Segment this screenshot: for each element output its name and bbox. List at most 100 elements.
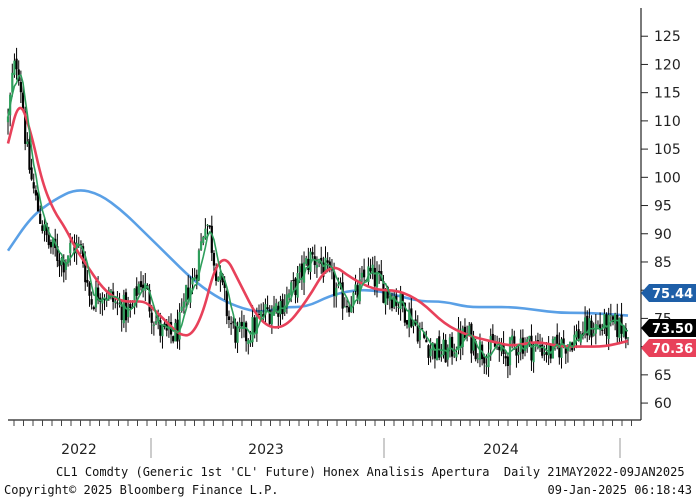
candle-body: [575, 331, 578, 338]
candle-body: [127, 306, 130, 317]
candle-body: [227, 316, 231, 321]
candle-body: [51, 238, 55, 247]
candle-body: [60, 258, 63, 265]
candle-body: [405, 320, 409, 325]
candle-body: [614, 313, 617, 324]
candle-body: [393, 296, 396, 307]
candle-body: [545, 352, 548, 355]
candle-body: [348, 307, 351, 313]
x-year-label-2024: 2024: [483, 442, 519, 458]
candle-body: [62, 259, 65, 273]
candle-body: [335, 287, 338, 297]
y-tick-label-100: 100: [654, 170, 681, 186]
candle-body: [352, 292, 355, 306]
candle-body: [543, 352, 546, 354]
candle-body: [30, 167, 33, 180]
candle-body: [470, 323, 473, 354]
candle-body: [603, 313, 606, 329]
candle-body: [332, 271, 336, 296]
candle-body: [459, 330, 462, 348]
candle-body: [28, 138, 31, 170]
candle-body: [290, 282, 293, 296]
last-value-tags: 75.44 73.50 70.36: [641, 284, 696, 357]
timestamp-text: 09-Jan-2025 06:18:43: [548, 483, 693, 497]
candle-body: [354, 284, 357, 291]
candle-body: [573, 334, 576, 348]
candle-body: [257, 313, 261, 315]
candle-body: [453, 354, 456, 356]
candle-body: [457, 328, 460, 351]
candle-body: [504, 356, 507, 359]
candle-body: [343, 306, 346, 308]
candle-body: [300, 263, 304, 280]
candle-body: [440, 354, 443, 357]
candle-body: [247, 339, 250, 345]
candle-body: [64, 262, 68, 270]
candle-body: [266, 307, 269, 310]
candle-body: [367, 266, 370, 283]
candle-body: [240, 321, 243, 327]
candle-body: [223, 280, 226, 289]
value-tag-label-2: 70.36: [652, 342, 693, 357]
candle-body: [397, 306, 400, 308]
x-axis-minor-ticks: [13, 420, 632, 426]
candle-body: [217, 277, 220, 282]
candle-body: [483, 356, 486, 364]
candle-body: [139, 281, 143, 288]
candle-body: [513, 336, 516, 344]
candle-body: [118, 303, 121, 305]
candle-body: [116, 302, 119, 304]
candle-body: [245, 322, 248, 342]
y-tick-label-120: 120: [654, 57, 681, 73]
candle-body: [427, 345, 430, 358]
candle-body: [41, 225, 44, 231]
candle-body: [476, 358, 479, 360]
candle-body: [560, 339, 563, 358]
candle-body: [92, 307, 95, 309]
y-tick-label-65: 65: [654, 368, 672, 384]
candle-body: [315, 264, 319, 268]
candle-body: [532, 346, 535, 363]
candle-body: [294, 278, 297, 296]
candle-body: [605, 314, 608, 337]
candle-body: [212, 253, 216, 266]
candle-body: [152, 324, 155, 326]
candle-body: [154, 321, 158, 324]
candle-body: [32, 182, 35, 189]
candle-body: [234, 322, 237, 343]
candle-body: [596, 325, 600, 327]
y-tick-label-60: 60: [654, 396, 672, 412]
candle-body: [97, 287, 100, 301]
candle-body: [114, 301, 117, 303]
candle-body: [219, 271, 222, 281]
candle-body: [255, 316, 258, 334]
candle-body: [446, 347, 449, 360]
candle-body: [187, 287, 190, 300]
candle-body: [238, 322, 241, 327]
y-tick-label-95: 95: [654, 199, 672, 215]
candle-body: [275, 303, 278, 310]
candle-body: [384, 289, 387, 305]
candle-body: [586, 315, 589, 336]
candle-body: [408, 309, 411, 328]
candle-body: [270, 312, 273, 325]
candle-body: [230, 323, 233, 325]
candle-body: [232, 321, 235, 323]
candle-body: [285, 294, 288, 308]
y-tick-label-85: 85: [654, 255, 672, 271]
candle-body: [135, 286, 138, 296]
candle-body: [350, 307, 353, 313]
candle-body: [538, 345, 542, 348]
copyright-text: Copyright© 2025 Bloomberg Finance L.P.: [4, 483, 279, 497]
value-tag-2: [641, 339, 696, 357]
y-tick-label-105: 105: [654, 142, 681, 158]
candle-body: [69, 242, 72, 254]
candle-body: [616, 315, 619, 337]
candle-body: [564, 347, 567, 354]
candle-body: [11, 72, 14, 93]
candle-body: [214, 267, 218, 281]
candle-body: [558, 343, 561, 358]
candle-body: [345, 305, 349, 308]
